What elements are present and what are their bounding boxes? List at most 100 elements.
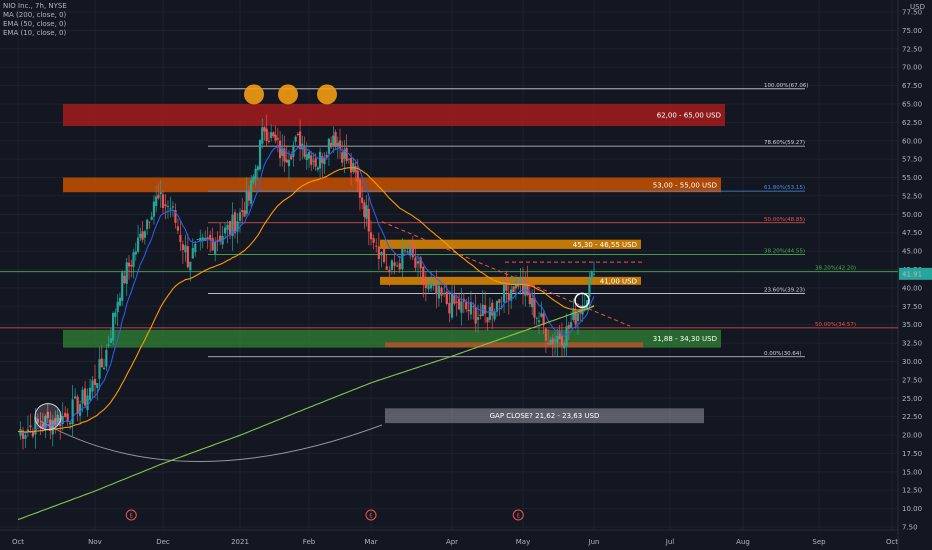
price-tick-label: 7.50: [902, 524, 918, 532]
candle-body: [169, 208, 171, 209]
zone-sub-box: [385, 342, 643, 347]
price-tick-label: 70.00: [902, 64, 922, 72]
candle-body: [292, 145, 294, 156]
candle-body: [74, 396, 76, 398]
candle-body: [117, 302, 119, 312]
candle-body: [458, 299, 460, 309]
level-label: 50.00%(34.57): [815, 322, 856, 328]
candle-body: [448, 303, 450, 314]
candle-body: [593, 274, 595, 275]
candle-body: [197, 239, 199, 240]
time-tick-label: Nov: [88, 538, 102, 546]
candle-body: [123, 276, 125, 283]
candle-body: [128, 263, 130, 267]
candle-body: [81, 390, 83, 404]
candle-body: [361, 198, 363, 203]
candle-body: [368, 209, 370, 232]
candle-body: [348, 159, 350, 160]
candle-body: [486, 317, 488, 322]
price-tick-label: 47.50: [902, 229, 922, 237]
candle-body: [477, 317, 479, 320]
candle-body: [572, 310, 574, 320]
candle-body: [515, 279, 517, 288]
candle-body: [139, 234, 141, 238]
price-tick-label: 52.50: [902, 192, 922, 200]
candle-body: [512, 286, 514, 292]
earnings-label: E: [369, 514, 373, 520]
last-price-label: 41.91: [902, 270, 922, 278]
candle-body: [105, 350, 107, 367]
candle-body: [409, 247, 411, 256]
time-tick-label: May: [516, 538, 530, 546]
candle-body: [89, 388, 91, 400]
candle-body: [433, 284, 435, 286]
candle-body: [77, 397, 79, 414]
candle-body: [209, 235, 211, 240]
candle-body: [250, 180, 252, 203]
fib-label: 38.20%(44.55): [764, 248, 805, 254]
candle-body: [399, 263, 401, 269]
candle-body: [64, 413, 66, 417]
time-tick-label: 2021: [231, 538, 249, 546]
price-tick-label: 10.00: [902, 505, 922, 513]
price-tick-label: 22.50: [902, 413, 922, 421]
candle-body: [315, 158, 317, 166]
candle-body: [545, 329, 547, 341]
candle-body: [520, 279, 522, 284]
price-tick-label: 35.00: [902, 321, 922, 329]
candle-body: [565, 326, 567, 345]
candle-body: [153, 202, 155, 217]
time-tick-label: Apr: [446, 538, 458, 546]
candle-body: [229, 221, 231, 235]
indicator-ma200: MA (200, close, 0): [3, 11, 67, 20]
time-tick-label: Feb: [303, 538, 316, 546]
candle-body: [475, 307, 477, 324]
candle-body: [577, 313, 579, 321]
zone-label: 41,00 USD: [600, 277, 637, 285]
price-tick-label: 27.50: [902, 376, 922, 384]
candle-body: [563, 343, 565, 348]
price-tick-label: 65.00: [902, 100, 922, 108]
candle-body: [172, 206, 174, 207]
price-tick-label: 25.00: [902, 395, 922, 403]
candle-body: [110, 338, 112, 343]
candle-body: [554, 340, 556, 342]
candle-body: [319, 152, 321, 169]
candle-body: [339, 140, 341, 148]
candle-body: [299, 131, 301, 149]
candle-body: [270, 132, 272, 138]
candle-body: [72, 399, 74, 424]
price-tick-label: 12.50: [902, 487, 922, 495]
candle-body: [146, 220, 148, 229]
candle-body: [144, 231, 146, 237]
price-tick-label: 60.00: [902, 137, 922, 145]
candle-body: [406, 251, 408, 252]
candle-body: [467, 310, 469, 312]
candle-body: [214, 242, 216, 254]
candle-body: [334, 132, 336, 147]
price-tick-label: 75.00: [902, 27, 922, 35]
candle-body: [160, 192, 162, 194]
candle-body: [498, 299, 500, 303]
candle-body: [373, 238, 375, 243]
price-tick-label: 45.00: [902, 248, 922, 256]
candle-body: [321, 156, 323, 163]
candle-body: [263, 127, 265, 131]
candle-body: [275, 135, 277, 141]
earnings-label: E: [130, 514, 134, 520]
candle-body: [212, 238, 214, 250]
candle-body: [489, 307, 491, 320]
candle-body: [286, 160, 288, 163]
candle-body: [533, 298, 535, 318]
candle-body: [552, 338, 554, 344]
candle-body: [414, 258, 416, 268]
indicator-ema10: EMA (10, close, 0): [3, 29, 67, 38]
candle-body: [350, 158, 352, 173]
candle-body: [187, 246, 189, 267]
fib-label: 0.00%(30.64): [764, 351, 802, 357]
fib-label: 78.60%(59.27): [764, 140, 805, 146]
candle-body: [132, 252, 134, 266]
candle-body: [310, 155, 312, 164]
candle-body: [540, 313, 542, 316]
